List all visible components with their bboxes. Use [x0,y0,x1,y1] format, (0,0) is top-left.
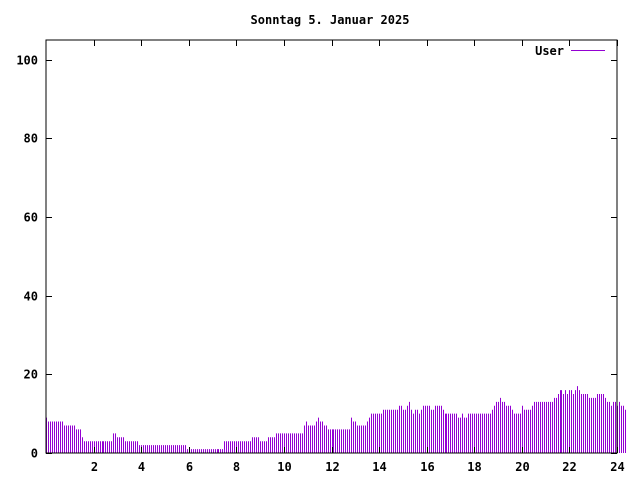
y-tick-label: 80 [24,132,38,146]
x-tick-label: 6 [186,460,193,474]
bars-group [46,386,626,453]
x-tick-label: 18 [467,460,481,474]
x-tick-label: 14 [372,460,386,474]
legend-label-user: User [535,44,564,58]
x-tick-label: 2 [91,460,98,474]
y-tick-label: 20 [24,368,38,382]
plot-border [45,39,618,454]
x-tick-label: 8 [233,460,240,474]
chart-title: Sonntag 5. Januar 2025 [251,13,410,27]
x-tick-label: 22 [562,460,576,474]
y-tick-label: 0 [31,447,38,461]
legend: User [535,44,605,58]
y-tick-label: 40 [24,290,38,304]
x-tick-label: 12 [325,460,339,474]
x-tick-label: 16 [420,460,434,474]
x-tick-label: 4 [138,460,145,474]
x-tick-label: 10 [277,460,291,474]
y-tick-label: 100 [16,54,38,68]
y-tick-label: 60 [24,211,38,225]
x-tick-label: 20 [515,460,529,474]
x-tick-label: 24 [610,460,624,474]
